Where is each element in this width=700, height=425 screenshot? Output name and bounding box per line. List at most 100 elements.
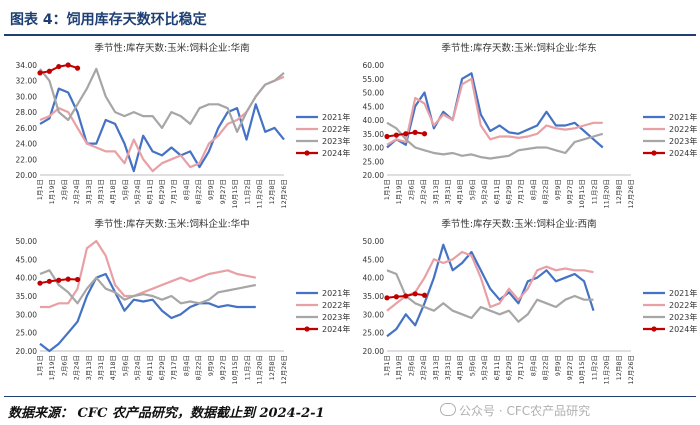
y-tick-label: 50.00 bbox=[363, 89, 385, 98]
series-line-2023年 bbox=[386, 121, 604, 160]
legend-label: 2021年 bbox=[669, 288, 697, 298]
x-tick-label: 7月17日 bbox=[517, 355, 525, 380]
x-tick-label: 9月9日 bbox=[554, 179, 562, 200]
series-point-2024 bbox=[403, 293, 409, 299]
x-tick-label: 6月29日 bbox=[158, 179, 166, 204]
series-point-2024 bbox=[56, 63, 62, 70]
y-tick-label: 45.00 bbox=[363, 102, 385, 111]
x-tick-label: 7月17日 bbox=[517, 179, 525, 204]
series-point-2024 bbox=[421, 131, 428, 137]
x-tick-label: 3月13日 bbox=[432, 355, 440, 380]
x-tick-label: 3月31日 bbox=[444, 179, 452, 204]
series-line-2023年 bbox=[39, 269, 257, 305]
series-point-2024 bbox=[412, 129, 418, 135]
chart-title: 季节性:库存天数:玉米:饲料企业:西南 bbox=[441, 218, 596, 230]
y-tick-label: 20.00 bbox=[16, 347, 38, 356]
x-tick-label: 11月20日 bbox=[256, 179, 264, 209]
y-tick-label: 35.00 bbox=[363, 292, 385, 301]
watermark-text: 公众号 · CFC农产品研究 bbox=[459, 404, 591, 418]
x-tick-label: 9月27日 bbox=[566, 355, 574, 380]
x-tick-label: 6月11日 bbox=[493, 355, 501, 380]
y-tick-label: 22.00 bbox=[16, 155, 38, 164]
x-tick-label: 10月15日 bbox=[231, 179, 239, 209]
y-tick-label: 55.00 bbox=[363, 75, 385, 84]
y-tick-label: 25.00 bbox=[16, 329, 38, 338]
y-tick-label: 34.00 bbox=[16, 61, 38, 70]
x-tick-label: 10月15日 bbox=[578, 179, 586, 209]
x-tick-label: 1月1日 bbox=[36, 179, 44, 200]
y-tick-label: 35.00 bbox=[16, 292, 38, 301]
x-tick-label: 6月29日 bbox=[158, 355, 166, 380]
x-tick-label: 6月11日 bbox=[146, 355, 154, 380]
x-tick-label: 3月31日 bbox=[444, 355, 452, 380]
x-tick-label: 9月9日 bbox=[207, 179, 215, 200]
legend-marker-2024 bbox=[651, 150, 657, 156]
x-tick-label: 4月18日 bbox=[109, 355, 117, 380]
x-tick-label: 6月11日 bbox=[146, 179, 154, 204]
legend-label: 2023年 bbox=[669, 312, 697, 322]
x-tick-label: 1月19日 bbox=[48, 179, 56, 204]
y-tick-label: 20.00 bbox=[363, 347, 385, 356]
y-tick-label: 30.00 bbox=[363, 310, 385, 319]
x-tick-label: 2月6日 bbox=[407, 179, 415, 200]
legend-label: 2023年 bbox=[322, 312, 350, 322]
x-tick-label: 7月17日 bbox=[170, 355, 178, 380]
legend-label: 2024年 bbox=[322, 148, 350, 158]
x-tick-label: 8月22日 bbox=[195, 179, 203, 204]
x-tick-label: 2月6日 bbox=[60, 355, 68, 376]
x-tick-label: 7月17日 bbox=[170, 179, 178, 204]
chart-title: 季节性:库存天数:玉米:饲料企业:华南 bbox=[94, 42, 249, 54]
x-tick-label: 2月24日 bbox=[73, 179, 81, 204]
legend-label: 2021年 bbox=[322, 112, 350, 122]
x-tick-label: 2月24日 bbox=[420, 179, 428, 204]
series-point-2024 bbox=[393, 294, 399, 300]
figure-header: 图表 4：饲用库存天数环比稳定 bbox=[4, 6, 696, 36]
y-tick-label: 45.00 bbox=[16, 255, 38, 264]
x-tick-label: 1月1日 bbox=[383, 355, 391, 376]
figure-title: 图表 4：饲用库存天数环比稳定 bbox=[10, 12, 207, 28]
y-tick-label: 24.00 bbox=[16, 140, 38, 149]
x-tick-label: 5月6日 bbox=[121, 355, 129, 376]
legend-label: 2021年 bbox=[669, 112, 697, 122]
x-tick-label: 5月6日 bbox=[468, 355, 476, 376]
title-divider bbox=[4, 34, 696, 36]
x-tick-label: 4月18日 bbox=[456, 179, 464, 204]
series-point-2024 bbox=[74, 276, 81, 283]
footer-divider bbox=[4, 396, 696, 397]
x-tick-label: 11月2日 bbox=[243, 355, 251, 380]
x-tick-label: 11月2日 bbox=[590, 179, 598, 204]
chart-panel-1: 季节性:库存天数:玉米:饲料企业:华南 20.00 22.00 24.00 26.00 2… bbox=[16, 42, 351, 209]
legend-label: 2023年 bbox=[322, 136, 350, 146]
legend-marker-2024 bbox=[651, 326, 657, 332]
x-tick-label: 5月24日 bbox=[481, 355, 489, 380]
x-tick-label: 5月24日 bbox=[481, 179, 489, 204]
x-tick-label: 2月24日 bbox=[73, 355, 81, 380]
x-tick-label: 3月13日 bbox=[85, 179, 93, 204]
y-tick-label: 25.00 bbox=[363, 157, 385, 166]
x-tick-label: 4月18日 bbox=[109, 179, 117, 204]
x-tick-label: 12月8日 bbox=[615, 355, 623, 380]
y-tick-label: 30.00 bbox=[363, 144, 385, 153]
y-tick-label: 40.00 bbox=[363, 116, 385, 125]
x-tick-label: 12月26日 bbox=[627, 355, 635, 385]
x-tick-label: 8月4日 bbox=[529, 179, 537, 200]
legend-label: 2023年 bbox=[669, 136, 697, 146]
series-point-2024 bbox=[403, 131, 409, 137]
series-point-2024 bbox=[65, 276, 71, 282]
x-tick-label: 4月18日 bbox=[456, 355, 464, 380]
x-tick-label: 9月9日 bbox=[207, 355, 215, 376]
x-tick-label: 12月26日 bbox=[280, 355, 288, 385]
wechat-icon bbox=[440, 403, 456, 416]
x-tick-label: 8月4日 bbox=[529, 355, 537, 376]
series-point-2024 bbox=[74, 65, 81, 71]
x-tick-label: 10月15日 bbox=[578, 355, 586, 385]
series-point-2024 bbox=[393, 132, 399, 138]
x-tick-label: 11月20日 bbox=[603, 179, 611, 209]
watermark: 公众号 · CFC农产品研究 bbox=[440, 402, 590, 419]
x-tick-label: 5月24日 bbox=[134, 179, 142, 204]
y-tick-label: 25.00 bbox=[363, 329, 385, 338]
x-tick-label: 2月6日 bbox=[60, 179, 68, 200]
x-tick-label: 12月8日 bbox=[615, 179, 623, 204]
x-tick-label: 5月24日 bbox=[134, 355, 142, 380]
legend-label: 2024年 bbox=[669, 148, 697, 158]
